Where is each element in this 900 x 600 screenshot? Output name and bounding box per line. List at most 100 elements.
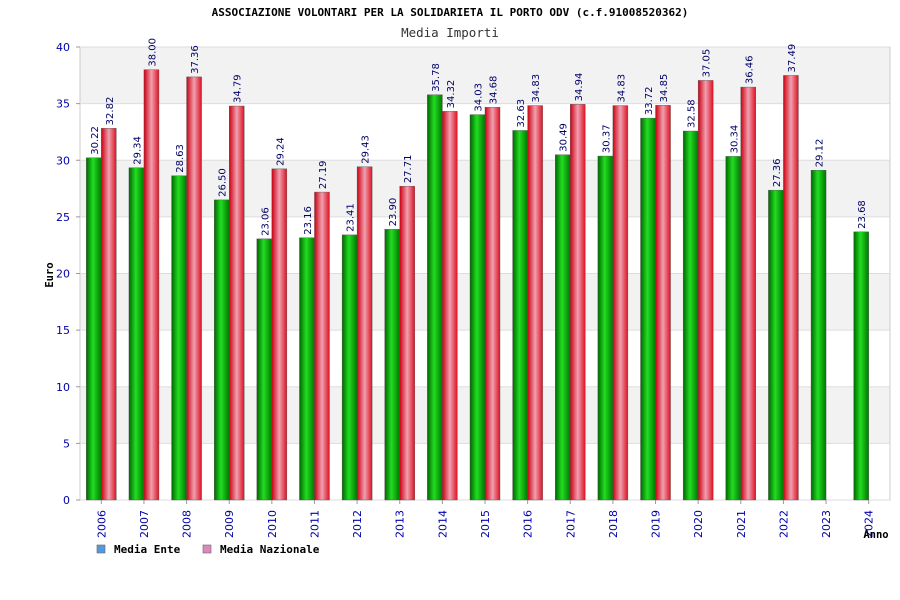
value-label: 34.83 <box>531 74 542 103</box>
y-tick-label: 25 <box>56 211 70 224</box>
y-tick-label: 0 <box>63 494 70 507</box>
value-label: 29.12 <box>815 139 826 168</box>
value-label: 28.63 <box>175 144 186 173</box>
x-tick-label: 2009 <box>223 510 236 538</box>
value-label: 23.06 <box>260 207 271 236</box>
value-label: 30.37 <box>601 124 612 153</box>
bar-media-nazionale <box>399 185 415 501</box>
bar-media-nazionale <box>697 80 714 501</box>
value-label: 35.78 <box>431 63 442 92</box>
value-label: 34.32 <box>446 80 457 109</box>
value-label: 32.82 <box>105 97 116 126</box>
value-label: 37.36 <box>190 45 201 74</box>
x-tick-label: 2018 <box>607 510 620 538</box>
bar-media-nazionale <box>484 107 501 501</box>
x-tick-label: 2016 <box>522 510 535 538</box>
value-label: 32.63 <box>516 99 527 128</box>
bar-media-ente <box>597 155 614 501</box>
x-tick-label: 2019 <box>650 510 663 538</box>
legend: Media Ente Media Nazionale <box>96 543 320 556</box>
y-tick-label: 15 <box>56 324 70 337</box>
x-tick-label: 2014 <box>436 510 449 538</box>
bar-media-nazionale <box>612 105 629 501</box>
legend-label-media-nazionale: Media Nazionale <box>220 543 320 556</box>
bar-media-ente <box>810 170 827 501</box>
bar-media-ente <box>214 199 230 501</box>
value-label: 27.71 <box>403 155 414 184</box>
bar-media-nazionale <box>783 75 799 501</box>
value-label: 27.19 <box>318 160 329 189</box>
bar-media-nazionale <box>314 191 330 501</box>
value-label: 34.85 <box>659 74 670 103</box>
value-label: 29.24 <box>275 137 286 166</box>
x-tick-label: 2011 <box>308 510 321 538</box>
bar-media-nazionale <box>101 128 117 501</box>
chart-subtitle: Media Importi <box>401 25 499 40</box>
value-label: 34.94 <box>574 73 585 102</box>
chart-title: ASSOCIAZIONE VOLONTARI PER LA SOLIDARIET… <box>212 6 689 19</box>
bar-media-ente <box>555 154 571 501</box>
value-label: 34.83 <box>616 74 627 103</box>
y-axis-label: Euro <box>44 262 56 287</box>
value-label: 29.43 <box>361 135 372 164</box>
y-tick-label: 40 <box>56 41 70 54</box>
bar-media-nazionale <box>655 105 671 501</box>
bar-media-ente <box>512 130 528 501</box>
x-axis-ticks: 2006 2007 2008 2009 2010 2011 2012 2013 2014 2015… <box>95 500 876 538</box>
value-label: 23.16 <box>303 206 314 235</box>
bar-media-nazionale <box>143 69 160 501</box>
bars <box>86 69 869 501</box>
bar-media-nazionale <box>186 76 202 501</box>
value-labels: 30.22 32.82 29.34 38.00 28.63 37.36 26.50 34.79… <box>90 38 868 236</box>
value-label: 34.03 <box>474 83 485 112</box>
x-tick-label: 2007 <box>138 510 151 538</box>
value-label: 27.36 <box>772 159 783 188</box>
x-tick-label: 2021 <box>735 510 748 538</box>
value-label: 37.49 <box>787 44 798 73</box>
legend-swatch-media-ente <box>96 544 106 554</box>
bar-media-nazionale <box>442 111 458 501</box>
bar-media-nazionale <box>229 105 245 501</box>
x-tick-label: 2023 <box>820 510 833 538</box>
value-label: 36.46 <box>744 55 755 84</box>
x-tick-label: 2024 <box>863 510 876 538</box>
x-tick-label: 2012 <box>351 510 364 538</box>
y-tick-label: 20 <box>56 268 70 281</box>
bar-media-ente <box>171 175 187 501</box>
value-label: 30.34 <box>729 125 740 154</box>
bar-media-nazionale <box>356 166 373 501</box>
value-label: 34.79 <box>233 74 244 103</box>
value-label: 30.22 <box>90 126 101 155</box>
bar-media-ente <box>640 117 656 501</box>
value-label: 26.50 <box>218 168 229 197</box>
legend-label-media-ente: Media Ente <box>114 543 181 556</box>
x-tick-label: 2013 <box>394 510 407 538</box>
value-label: 23.68 <box>857 200 868 229</box>
value-label: 34.68 <box>489 76 500 105</box>
x-tick-label: 2017 <box>564 510 577 538</box>
x-tick-label: 2020 <box>692 510 705 538</box>
value-label: 32.58 <box>687 99 698 128</box>
x-tick-label: 2015 <box>479 510 492 538</box>
bar-media-ente <box>86 157 102 501</box>
bar-media-ente <box>469 114 486 501</box>
x-tick-label: 2008 <box>181 510 194 538</box>
value-label: 23.41 <box>346 203 357 232</box>
y-tick-label: 5 <box>63 437 70 450</box>
bar-media-nazionale <box>527 105 543 501</box>
y-tick-label: 35 <box>56 98 70 111</box>
bar-media-ente <box>341 234 358 501</box>
bar-media-nazionale <box>740 86 756 501</box>
value-label: 37.05 <box>702 49 713 78</box>
legend-swatch-media-nazionale <box>202 544 212 554</box>
bar-media-ente <box>853 231 869 501</box>
value-label: 29.34 <box>132 136 143 165</box>
bar-media-ente <box>384 229 400 501</box>
bar-media-ente <box>128 167 145 501</box>
bar-media-ente <box>256 238 273 501</box>
bar-media-ente <box>725 156 741 501</box>
y-tick-label: 10 <box>56 381 70 394</box>
value-label: 38.00 <box>147 38 158 67</box>
value-label: 33.72 <box>644 86 655 115</box>
